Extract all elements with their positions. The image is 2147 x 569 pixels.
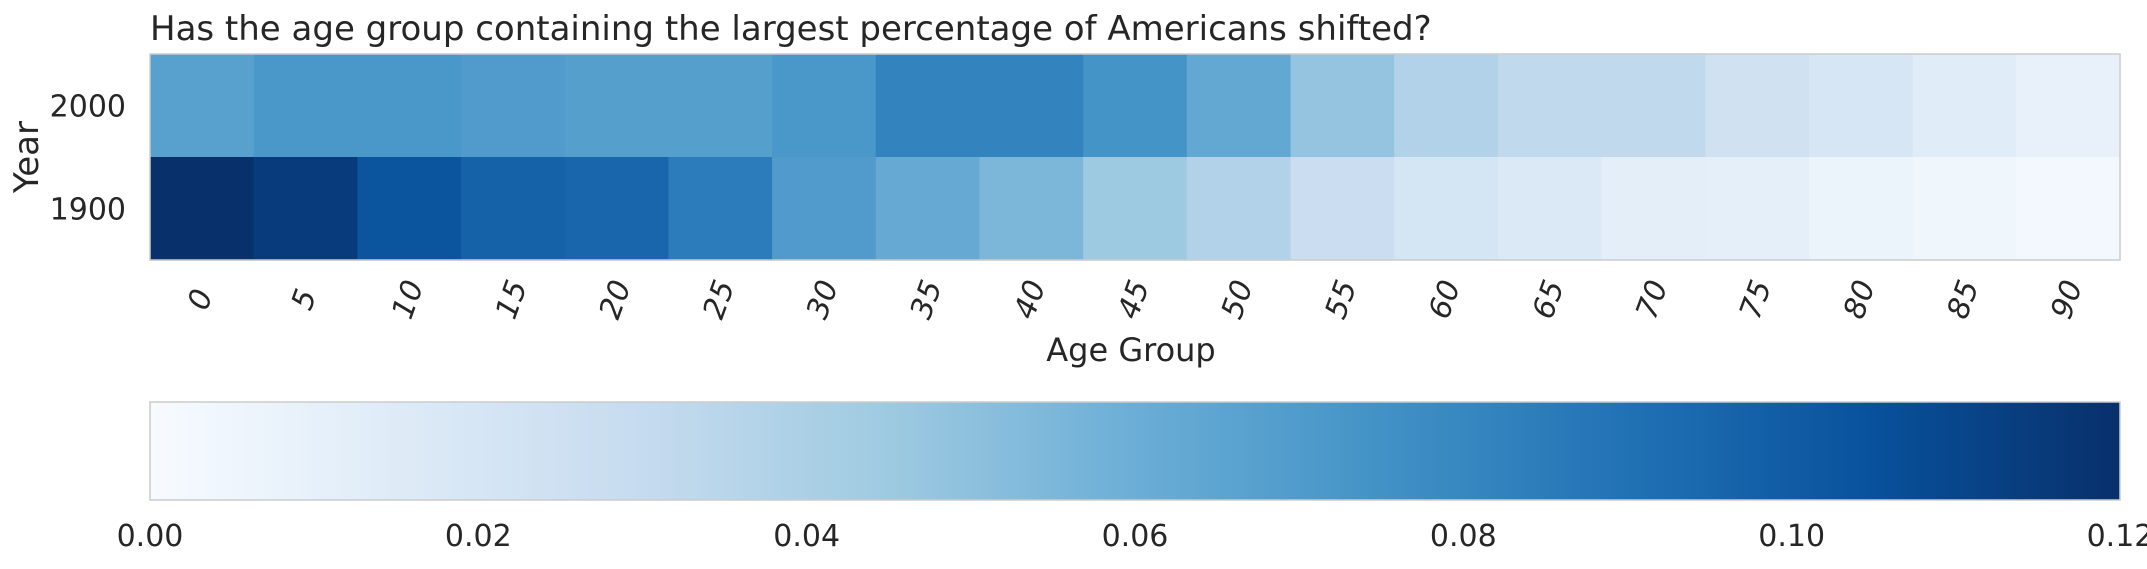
heatmap-cell <box>2016 157 2121 261</box>
heatmap-cell <box>461 157 566 261</box>
colorbar-tick-label: 0.10 <box>1758 519 1825 554</box>
x-tick-label: 5 <box>285 285 324 315</box>
heatmap-cell <box>1394 54 1499 158</box>
chart-title: Has the age group containing the largest… <box>150 9 1432 49</box>
x-tick-label: 55 <box>1318 276 1364 324</box>
heatmap-cell <box>875 54 981 158</box>
y-axis-label: Year <box>7 121 47 194</box>
heatmap-cell <box>461 54 566 158</box>
x-tick-label: 85 <box>1941 276 1987 324</box>
x-axis-label: Age Group <box>1046 331 1215 369</box>
heatmap-cell <box>1497 54 1603 158</box>
heatmap-cell <box>1601 54 1706 158</box>
heatmap-cell <box>1497 157 1603 261</box>
heatmap-cell <box>1290 54 1395 158</box>
colorbar-tick-labels: 0.00 0.02 0.04 0.06 0.08 0.10 0.12 <box>117 519 2147 554</box>
heatmap-cell <box>1186 54 1292 158</box>
y-tick-label: 2000 <box>50 90 126 125</box>
heatmap-cell <box>357 54 462 158</box>
heatmap-cell <box>253 54 358 158</box>
heatmap-cell <box>1394 157 1499 261</box>
heatmap-cell <box>1705 157 1810 261</box>
x-tick-label: 65 <box>1526 276 1572 324</box>
colorbar-tick-label: 0.02 <box>445 519 512 554</box>
heatmap-cell <box>564 157 670 261</box>
heatmap-cell <box>1808 157 1914 261</box>
heatmap-cell <box>2016 54 2121 158</box>
heatmap-cell <box>253 157 358 261</box>
heatmap-cell <box>357 157 462 261</box>
x-tick-label: 0 <box>181 285 220 315</box>
heatmap-cell <box>1912 54 2017 158</box>
heatmap-cell <box>668 54 773 158</box>
heatmap-cell <box>875 157 981 261</box>
heatmap-cell <box>668 157 773 261</box>
colorbar-tick-label: 0.08 <box>1430 519 1497 554</box>
heatmap-cell <box>772 54 877 158</box>
heatmap-cell <box>1601 157 1706 261</box>
x-tick-label: 15 <box>489 276 535 324</box>
colorbar-tick-label: 0.04 <box>773 519 840 554</box>
heatmap-cell <box>979 157 1084 261</box>
heatmap-cell <box>150 157 255 261</box>
x-tick-label: 40 <box>1007 276 1053 324</box>
x-tick-label: 50 <box>1215 276 1261 324</box>
x-tick-label: 10 <box>385 276 431 324</box>
y-tick-labels: 2000 1900 <box>50 90 126 228</box>
heatmap-cells <box>150 54 2121 261</box>
heatmap-cell <box>772 157 877 261</box>
heatmap-cell <box>1705 54 1810 158</box>
x-tick-label: 70 <box>1630 276 1676 324</box>
heatmap-cell <box>150 54 255 158</box>
colorbar-tick-label: 0.06 <box>1102 519 1169 554</box>
x-tick-label: 80 <box>1837 276 1883 324</box>
colorbar-tick-label: 0.00 <box>117 519 184 554</box>
x-tick-label: 20 <box>593 276 639 324</box>
x-tick-label: 30 <box>800 276 846 324</box>
x-tick-label: 60 <box>1422 276 1468 324</box>
heatmap-cell <box>1290 157 1395 261</box>
colorbar-tick-label: 0.12 <box>2087 519 2147 554</box>
x-tick-label: 75 <box>1733 276 1779 324</box>
heatmap-cell <box>1186 157 1292 261</box>
x-tick-labels: 0 5 10 15 20 25 30 35 40 45 50 55 60 65 70 75 80 85 90 <box>181 276 2090 324</box>
colorbar <box>149 401 2121 501</box>
heatmap-cell <box>564 54 670 158</box>
x-tick-label: 45 <box>1111 276 1157 324</box>
x-tick-label: 90 <box>2044 276 2090 324</box>
heatmap-cell <box>1083 54 1188 158</box>
x-tick-label: 35 <box>904 276 950 324</box>
heatmap-cell <box>1083 157 1188 261</box>
y-tick-label: 1900 <box>50 193 126 228</box>
heatmap-cell <box>1808 54 1914 158</box>
heatmap-cell <box>979 54 1084 158</box>
heatmap-cell <box>1912 157 2017 261</box>
heatmap-frame <box>149 53 2121 261</box>
x-tick-label: 25 <box>696 276 742 324</box>
